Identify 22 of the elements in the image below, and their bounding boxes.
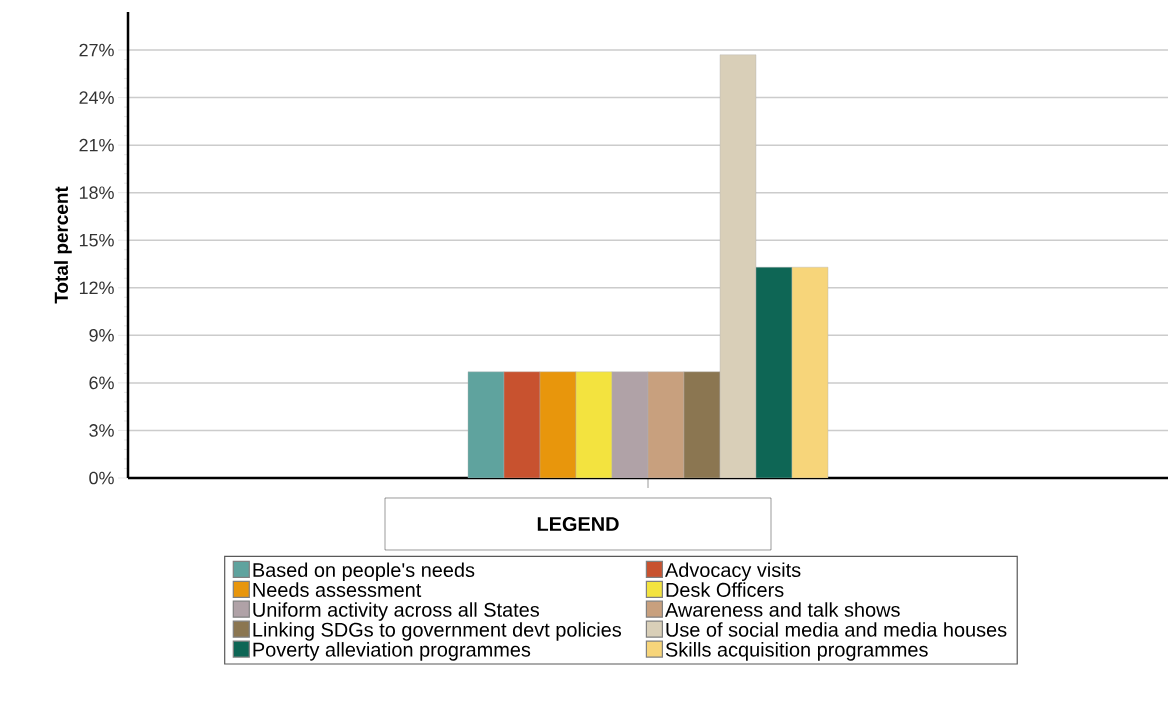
legend-label: Advocacy visits — [665, 562, 801, 581]
legend-label: Awareness and talk shows — [665, 602, 900, 617]
legend-label: Use of social media and media houses — [666, 622, 1007, 637]
legend-label: Poverty alleviation programmes — [253, 642, 531, 661]
legend-label: Based on people's needs — [253, 562, 475, 581]
y-tick-label: 12% — [79, 281, 114, 295]
y-tick-label: 0% — [89, 471, 114, 485]
legend-title: LEGEND — [537, 516, 619, 532]
y-tick-label: 9% — [89, 328, 114, 342]
legend-label: Desk Officers — [666, 582, 784, 597]
y-tick-label: 15% — [79, 233, 114, 247]
legend-label: Needs assessment — [253, 582, 422, 597]
y-tick-label: 3% — [89, 424, 114, 437]
legend-label: Uniform activity across all States — [253, 602, 540, 621]
y-tick-label: 18% — [79, 186, 114, 200]
y-axis-title: Total percent — [54, 186, 72, 304]
y-tick-label: 27% — [79, 43, 114, 57]
y-tick-label: 6% — [89, 376, 114, 390]
y-tick-label: 24% — [79, 91, 114, 104]
legend-label: Skills acquisition programmes — [665, 642, 928, 661]
y-tick-label: 21% — [79, 138, 114, 152]
legend-label: Linking SDGs to government devt policies — [253, 622, 622, 641]
